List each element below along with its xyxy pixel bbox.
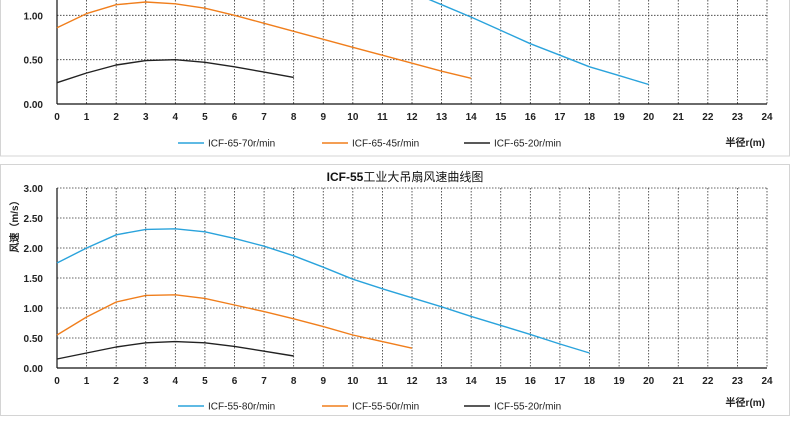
x-tick-label: 20 [643, 376, 655, 387]
x-tick-label: 12 [406, 112, 418, 123]
y-tick-label: 2.00 [24, 244, 44, 255]
x-tick-label: 15 [495, 112, 507, 123]
series-line-2 [56, 59, 294, 84]
x-tick-label: 21 [673, 376, 685, 387]
y-tick-label: 0.50 [24, 56, 44, 67]
x-tick-label: 13 [436, 376, 448, 387]
x-tick-label: 9 [320, 112, 326, 123]
chart-title: ICF-55工业大吊扇风速曲线图 [327, 169, 484, 184]
x-tick-label: 18 [584, 376, 596, 387]
x-tick-label: 13 [436, 112, 448, 123]
x-tick-label: 2 [113, 112, 119, 123]
chart-frame [0, 0, 790, 157]
x-tick-label: 11 [377, 112, 388, 123]
x-tick-label: 3 [143, 376, 149, 387]
x-tick-label: 23 [732, 112, 744, 123]
y-tick-label: 1.00 [24, 304, 44, 315]
x-tick-label: 8 [291, 376, 297, 387]
x-tick-label: 5 [202, 112, 208, 123]
x-tick-label: 17 [554, 376, 566, 387]
x-tick-label: 19 [614, 376, 626, 387]
chart-icf-65: 0.000.501.000 1 2 3 4 5 6 7 8 9 10 11 12 13 14 15 16 17 18… [0, 0, 790, 157]
series-line-1 [56, 1, 472, 79]
x-tick-label: 12 [406, 376, 418, 387]
x-tick-label: 6 [232, 376, 238, 387]
y-tick-label: 1.50 [24, 274, 44, 285]
x-tick-label: 19 [614, 112, 626, 123]
x-tick-label: 3 [143, 112, 149, 123]
chart-title-model: ICF-55 [327, 170, 364, 184]
series-line-0 [428, 0, 649, 86]
x-tick-label: 14 [466, 376, 478, 387]
x-tick-label: 1 [84, 376, 90, 387]
x-tick-label: 2 [113, 376, 119, 387]
x-tick-label: 22 [702, 112, 714, 123]
x-tick-label: 10 [347, 112, 359, 123]
y-tick-label: 0.50 [24, 334, 44, 345]
y-tick-label: 1.00 [24, 11, 44, 22]
x-tick-label: 7 [261, 112, 267, 123]
x-tick-label: 4 [173, 112, 179, 123]
legend-label-0: ICF-65-70r/min [208, 139, 275, 150]
x-tick-label: 1 [84, 112, 90, 123]
chart-title-text: 工业大吊扇风速曲线图 [363, 169, 483, 184]
legend-label-1: ICF-55-50r/min [352, 402, 419, 413]
x-tick-label: 0 [54, 376, 60, 387]
legend-label-2: ICF-65-20r/min [494, 139, 561, 150]
x-tick-label: 23 [732, 376, 744, 387]
x-axis-label: 半径r(m) [726, 396, 765, 409]
y-tick-label: 3.00 [24, 184, 44, 195]
x-axis-label: 半径r(m) [726, 136, 765, 149]
x-tick-label: 7 [261, 376, 267, 387]
x-tick-label: 10 [347, 376, 359, 387]
x-tick-label: 17 [554, 112, 566, 123]
x-tick-label: 0 [54, 112, 60, 123]
x-tick-label: 5 [202, 376, 208, 387]
x-tick-label: 16 [525, 112, 537, 123]
x-tick-label: 9 [320, 376, 326, 387]
y-tick-label: 0.00 [24, 100, 44, 111]
y-tick-label: 2.50 [24, 214, 44, 225]
x-tick-label: 24 [761, 376, 773, 387]
y-tick-label: 0.00 [24, 364, 44, 375]
legend-label-0: ICF-55-80r/min [208, 402, 275, 413]
series-line-2 [56, 340, 294, 360]
series-line-1 [56, 294, 413, 349]
series-line-0 [56, 228, 590, 354]
x-tick-label: 16 [525, 376, 537, 387]
y-axis-label: 风速（m/s） [8, 195, 21, 252]
x-tick-label: 6 [232, 112, 238, 123]
x-tick-label: 18 [584, 112, 596, 123]
legend-label-2: ICF-55-20r/min [494, 402, 561, 413]
x-tick-label: 21 [673, 112, 685, 123]
x-tick-label: 20 [643, 112, 655, 123]
x-tick-label: 24 [761, 112, 773, 123]
legend-label-1: ICF-65-45r/min [352, 139, 419, 150]
chart-icf-55: 0.000.501.001.502.002.503.000 1 2 3 4 5 6 7 8 9 10… [0, 164, 790, 416]
x-tick-label: 22 [702, 376, 714, 387]
x-tick-label: 11 [377, 376, 388, 387]
x-tick-label: 14 [466, 112, 478, 123]
x-tick-label: 15 [495, 376, 507, 387]
x-tick-label: 4 [173, 376, 179, 387]
x-tick-label: 8 [291, 112, 297, 123]
